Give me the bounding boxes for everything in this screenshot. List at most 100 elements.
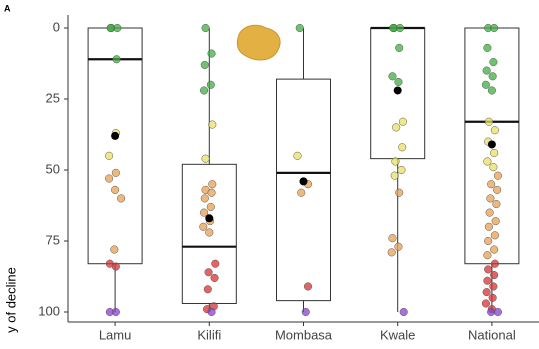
chart: A y of decline 0255075100LamuKilifiMomba…: [0, 0, 539, 349]
point: [208, 308, 216, 316]
point: [200, 223, 208, 231]
point: [112, 308, 120, 316]
point: [484, 44, 492, 52]
point: [389, 24, 397, 32]
point: [296, 24, 304, 32]
point: [398, 166, 406, 174]
point: [111, 246, 119, 254]
point: [487, 195, 495, 203]
point: [209, 121, 217, 129]
point: [208, 189, 216, 197]
x-tick-label: Kilifi: [197, 327, 221, 342]
point: [482, 81, 490, 89]
y-tick-label: 75: [46, 232, 60, 247]
point: [294, 152, 302, 160]
point: [494, 308, 502, 316]
mongoose-icon: [237, 25, 280, 60]
point: [490, 149, 498, 157]
point: [105, 175, 113, 183]
point: [391, 172, 399, 180]
point: [205, 268, 213, 276]
point: [208, 50, 216, 58]
mean: [111, 132, 119, 140]
point: [105, 152, 113, 160]
point: [490, 24, 498, 32]
point: [485, 118, 493, 126]
point: [482, 300, 490, 308]
point: [392, 124, 400, 132]
point: [113, 55, 121, 63]
box: [88, 28, 142, 264]
point: [400, 308, 408, 316]
x-tick-label: Lamu: [99, 327, 132, 342]
point: [114, 24, 122, 32]
point: [112, 263, 120, 271]
point: [297, 189, 305, 197]
point: [112, 169, 120, 177]
point: [392, 158, 400, 166]
point: [302, 308, 310, 316]
x-tick-label: National: [468, 327, 516, 342]
point: [206, 229, 214, 237]
point: [395, 44, 403, 52]
x-tick-label: Mombasa: [275, 327, 333, 342]
point: [484, 266, 492, 274]
point: [488, 87, 496, 95]
point: [490, 271, 498, 279]
point: [489, 72, 497, 80]
point: [211, 274, 219, 282]
point: [202, 24, 210, 32]
point: [489, 294, 497, 302]
point: [395, 78, 403, 86]
point: [483, 67, 491, 75]
point: [117, 195, 125, 203]
y-axis-label: y of decline: [3, 267, 18, 333]
point: [493, 186, 501, 194]
point: [493, 200, 501, 208]
point: [212, 260, 220, 268]
point: [107, 24, 115, 32]
point: [490, 163, 498, 171]
point: [494, 172, 502, 180]
point: [483, 288, 491, 296]
point: [389, 72, 397, 80]
point: [490, 283, 498, 291]
y-tick-label: 0: [53, 19, 60, 34]
point: [484, 251, 492, 259]
point: [200, 87, 208, 95]
point: [399, 118, 407, 126]
point: [388, 249, 396, 257]
point: [304, 283, 312, 291]
point: [490, 58, 498, 66]
mean: [205, 214, 213, 222]
mean: [394, 86, 402, 94]
point: [395, 243, 403, 251]
point: [491, 260, 499, 268]
point: [487, 180, 495, 188]
point: [204, 285, 212, 293]
point: [389, 234, 397, 242]
point: [201, 61, 209, 69]
point: [484, 277, 492, 285]
point: [485, 223, 493, 231]
point: [207, 81, 215, 89]
point: [490, 246, 498, 254]
point: [398, 143, 406, 151]
point: [111, 186, 119, 194]
point: [202, 155, 210, 163]
y-tick-label: 100: [38, 303, 60, 318]
panel-label: A: [4, 3, 11, 13]
point: [484, 237, 492, 245]
x-tick-label: Kwale: [380, 327, 415, 342]
point: [487, 308, 495, 316]
point: [492, 217, 500, 225]
point: [491, 232, 499, 240]
point: [209, 180, 217, 188]
y-tick-label: 50: [46, 161, 60, 176]
mean: [488, 140, 496, 148]
point: [484, 158, 492, 166]
point: [491, 126, 499, 134]
point: [207, 203, 215, 211]
point: [486, 209, 494, 217]
point: [396, 24, 404, 32]
